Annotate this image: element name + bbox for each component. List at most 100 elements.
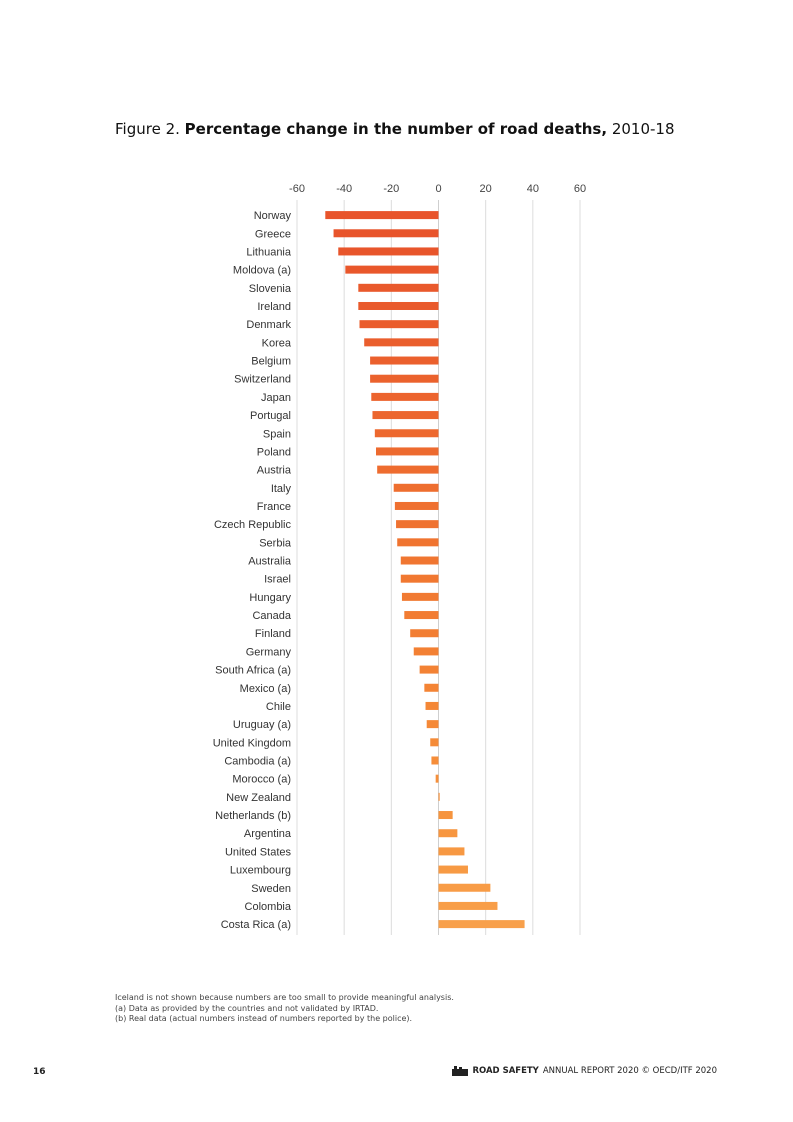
- itf-logo-icon: [452, 1066, 469, 1076]
- bar: [438, 829, 458, 838]
- bar: [438, 901, 498, 910]
- bar: [325, 211, 439, 220]
- category-label: Uruguay (a): [233, 719, 291, 731]
- category-label: France: [257, 501, 291, 513]
- category-label: Portugal: [250, 410, 291, 422]
- bar: [376, 447, 439, 456]
- category-label: Colombia: [245, 901, 292, 913]
- category-label: Korea: [262, 337, 292, 349]
- bar: [401, 592, 439, 601]
- x-tick-label: -20: [383, 183, 399, 195]
- category-label: Moldova (a): [233, 265, 291, 277]
- bar: [345, 265, 439, 274]
- category-label: Slovenia: [249, 283, 292, 295]
- category-label: Norway: [254, 210, 292, 222]
- bar: [425, 701, 439, 710]
- bar: [371, 392, 439, 401]
- category-label: Luxembourg: [230, 865, 291, 877]
- page-number: 16: [33, 1067, 46, 1077]
- category-label: South Africa (a): [215, 665, 291, 677]
- category-label: Germany: [246, 646, 292, 658]
- bar: [370, 356, 439, 365]
- category-label: Australia: [248, 556, 292, 568]
- figure-prefix: Figure 2.: [115, 120, 180, 138]
- bar: [431, 756, 439, 765]
- category-label: Austria: [257, 465, 292, 477]
- x-tick-label: -60: [289, 183, 305, 195]
- bar: [438, 792, 440, 801]
- category-label: Chile: [266, 701, 291, 713]
- bar: [370, 374, 439, 383]
- category-label: Costa Rica (a): [221, 919, 291, 931]
- category-label: New Zealand: [226, 792, 291, 804]
- bar: [430, 738, 439, 747]
- note-iceland: Iceland is not shown because numbers are…: [115, 993, 454, 1002]
- bar: [338, 247, 439, 256]
- bar: [426, 720, 439, 729]
- bar: [374, 429, 439, 438]
- category-label: Israel: [264, 574, 291, 586]
- x-tick-label: 60: [574, 183, 586, 195]
- chart-bars: [325, 211, 525, 929]
- bar: [438, 883, 491, 892]
- bar: [359, 320, 439, 329]
- bar: [419, 665, 439, 674]
- x-tick-label: 0: [435, 183, 441, 195]
- category-label: United Kingdom: [213, 737, 291, 749]
- report-footer: ROAD SAFETY ANNUAL REPORT 2020 © OECD/IT…: [452, 1066, 717, 1076]
- category-label: Serbia: [259, 537, 292, 549]
- footer-report-bold: ROAD SAFETY: [472, 1066, 539, 1076]
- figure-title-bold: Percentage change in the number of road …: [184, 120, 608, 138]
- bar: [364, 338, 439, 347]
- bar: [377, 465, 439, 474]
- bar: [438, 865, 468, 874]
- figure-title-rest: 2010-18: [611, 120, 675, 138]
- footer-report-rest: ANNUAL REPORT 2020 © OECD/ITF 2020: [542, 1066, 717, 1076]
- category-label: Netherlands (b): [215, 810, 291, 822]
- x-tick-label: 20: [480, 183, 492, 195]
- bar: [393, 483, 439, 492]
- category-label: Switzerland: [234, 374, 291, 386]
- bar: [404, 611, 439, 620]
- x-tick-label: 40: [527, 183, 539, 195]
- category-label: Greece: [255, 228, 291, 240]
- category-label: Argentina: [244, 828, 292, 840]
- category-label: Japan: [261, 392, 291, 404]
- bar: [438, 811, 453, 820]
- category-label: Finland: [255, 628, 291, 640]
- category-label: Poland: [257, 446, 291, 458]
- category-label: Czech Republic: [214, 519, 292, 531]
- figure-title: Figure 2. Percentage change in the numbe…: [115, 120, 675, 138]
- note-a: (a) Data as provided by the countries an…: [115, 1003, 379, 1013]
- bar: [372, 411, 439, 420]
- bar: [400, 574, 439, 583]
- category-label: Ireland: [257, 301, 291, 313]
- bar: [358, 301, 439, 310]
- bar: [397, 538, 439, 547]
- category-label: United States: [225, 846, 292, 858]
- category-label: Morocco (a): [232, 774, 291, 786]
- category-label: Lithuania: [246, 246, 292, 258]
- bar: [396, 520, 439, 529]
- category-label: Cambodia (a): [224, 755, 291, 767]
- x-tick-label: -40: [336, 183, 352, 195]
- category-label: Mexico (a): [240, 683, 291, 695]
- note-b: (b) Real data (actual numbers instead of…: [115, 1014, 413, 1023]
- category-label: Belgium: [251, 356, 291, 368]
- bar: [424, 683, 439, 692]
- bar: [394, 501, 439, 510]
- category-label: Spain: [263, 428, 291, 440]
- bar-chart: -60 -40 -20 0 20 40 60 Norway Greece Lithuania Mo…: [213, 183, 586, 935]
- chart-gridlines: [296, 200, 581, 935]
- category-label: Sweden: [251, 883, 291, 895]
- bar: [438, 847, 465, 856]
- bar: [333, 229, 439, 238]
- category-label: Canada: [252, 610, 291, 622]
- bar: [438, 920, 525, 929]
- category-labels: Norway Greece Lithuania Moldova (a) Slovenia…: [213, 210, 292, 931]
- bar: [358, 283, 439, 292]
- category-label: Hungary: [249, 592, 291, 604]
- chart-notes: Iceland is not shown because numbers are…: [115, 993, 454, 1025]
- x-axis-ticks: -60 -40 -20 0 20 40 60: [289, 183, 586, 195]
- bar: [413, 647, 439, 656]
